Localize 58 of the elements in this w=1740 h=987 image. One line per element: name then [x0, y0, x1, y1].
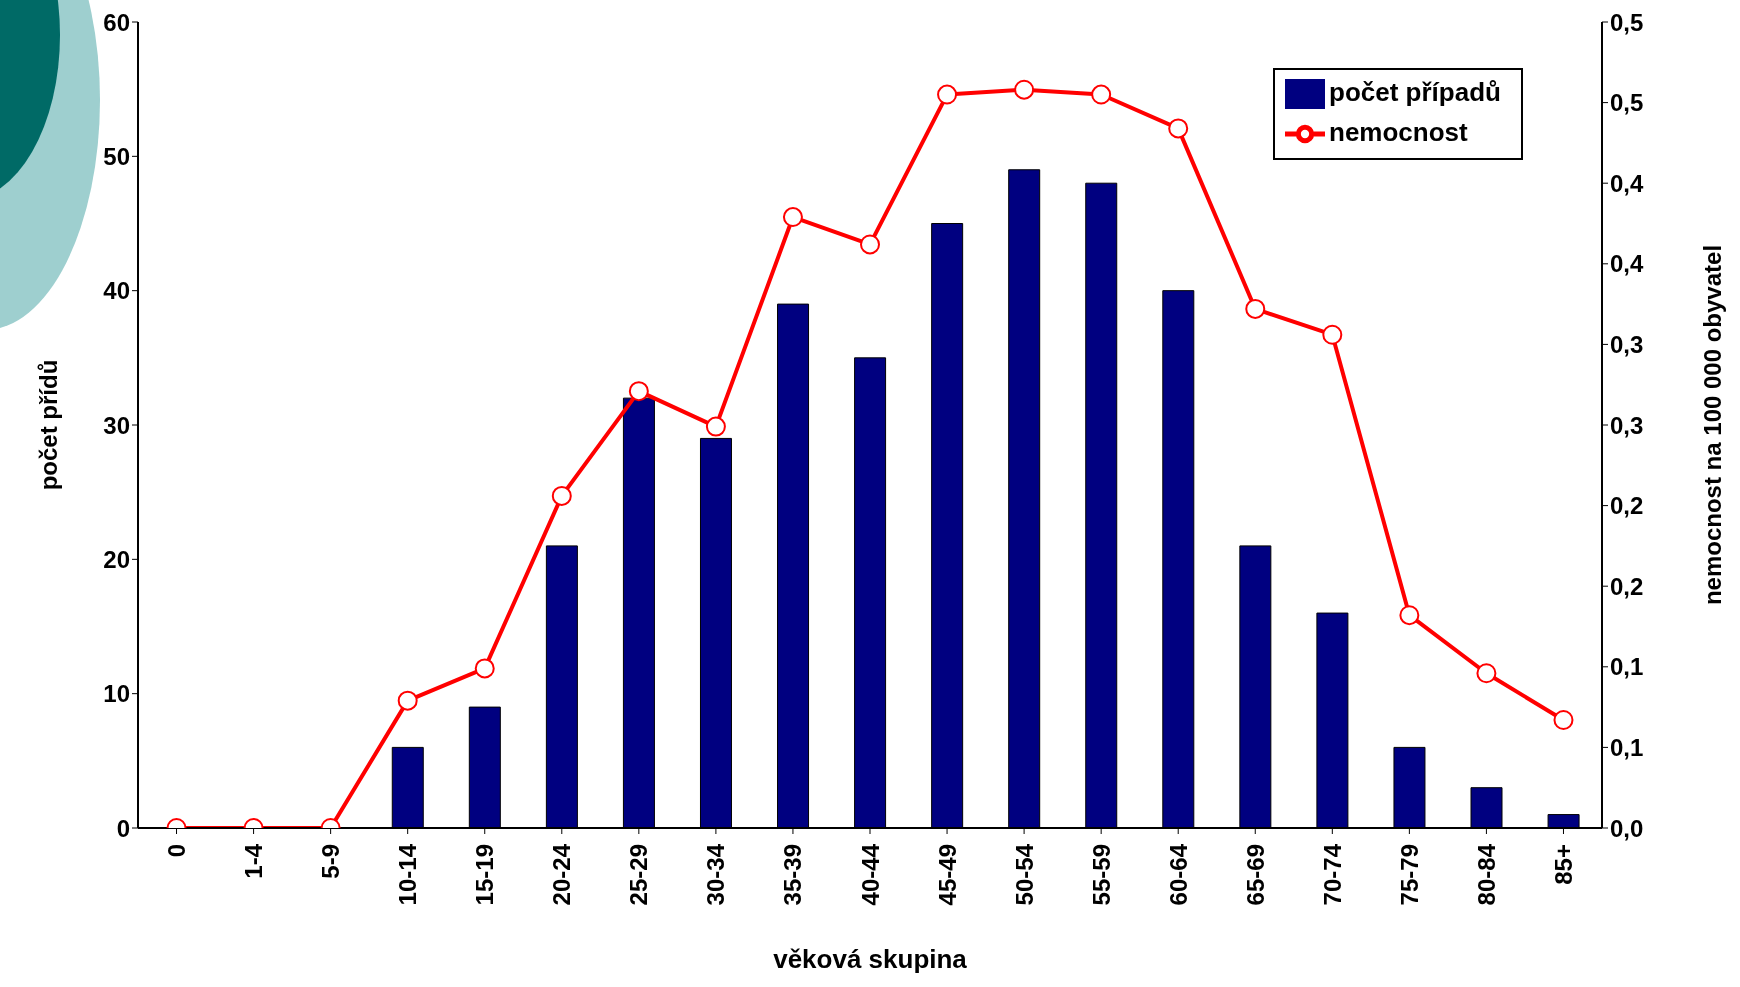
x-tick-label: 65-69	[1241, 844, 1269, 906]
point	[397, 690, 418, 711]
legend-label: nemocnost	[1329, 116, 1468, 147]
point	[1014, 79, 1035, 100]
x-tick-label: 25-29	[625, 844, 653, 906]
point	[1553, 710, 1574, 730]
point	[1168, 118, 1189, 139]
point	[1091, 84, 1112, 105]
y-tick-label: 50	[103, 142, 130, 170]
y2-tick-label: 0,5	[1610, 89, 1644, 117]
y2-tick-label: 0,2	[1610, 492, 1644, 520]
y2-tick-label: 0,4	[1610, 250, 1645, 278]
y2-tick-label: 0,4	[1610, 169, 1645, 197]
x-tick-label: 30-34	[702, 843, 730, 906]
point	[705, 416, 726, 437]
point	[1399, 605, 1420, 626]
x-tick-label: 50-54	[1010, 843, 1038, 906]
x-tick-label: 5-9	[317, 844, 345, 879]
x-tick-label: 70-74	[1318, 843, 1346, 906]
x-tick-label: 85+	[1549, 844, 1577, 885]
y2-axis-title: nemocnost na 100 000 obyvatel	[1698, 244, 1726, 606]
x-tick-label: 0	[163, 844, 191, 858]
x-tick-label: 40-44	[856, 843, 884, 906]
x-tick-label: 10-14	[394, 843, 422, 906]
y-tick-label: 20	[103, 545, 130, 573]
point	[1476, 663, 1497, 684]
y2-tick-label: 0,3	[1610, 411, 1644, 439]
x-tick-label: 80-84	[1472, 843, 1500, 906]
y-axis-title: počet přídů	[34, 359, 62, 491]
point	[628, 381, 649, 402]
x-axis-title: věková skupina	[773, 944, 968, 974]
x-tick-label: 60-64	[1164, 843, 1192, 906]
x-tick-label: 1-4	[240, 843, 268, 879]
y2-tick-label: 0,1	[1610, 653, 1644, 681]
y-tick-label: 10	[103, 680, 130, 708]
point	[1322, 324, 1343, 345]
x-tick-label: 45-49	[933, 844, 961, 906]
legend-label: počet případů	[1329, 76, 1501, 107]
x-tick-label: 35-39	[779, 844, 807, 906]
point	[937, 84, 958, 105]
y-tick-label: 60	[103, 8, 130, 36]
x-tick-label: 15-19	[471, 844, 499, 906]
point	[1245, 298, 1266, 319]
point	[474, 658, 495, 679]
y2-tick-label: 0,2	[1610, 572, 1644, 600]
y-tick-label: 40	[103, 277, 130, 305]
point	[860, 234, 880, 255]
x-tick-label: 75-79	[1395, 844, 1423, 906]
y2-tick-label: 0,0	[1610, 814, 1644, 842]
y2-tick-label: 0,5	[1610, 8, 1644, 36]
y-tick-label: 0	[116, 814, 130, 842]
point	[782, 207, 803, 228]
x-tick-label: 55-59	[1087, 844, 1115, 906]
x-tick-label: 20-24	[548, 843, 576, 906]
point	[551, 485, 572, 506]
y-tick-label: 30	[103, 411, 130, 439]
y2-tick-label: 0,3	[1610, 330, 1644, 358]
y2-tick-label: 0,1	[1610, 733, 1644, 761]
